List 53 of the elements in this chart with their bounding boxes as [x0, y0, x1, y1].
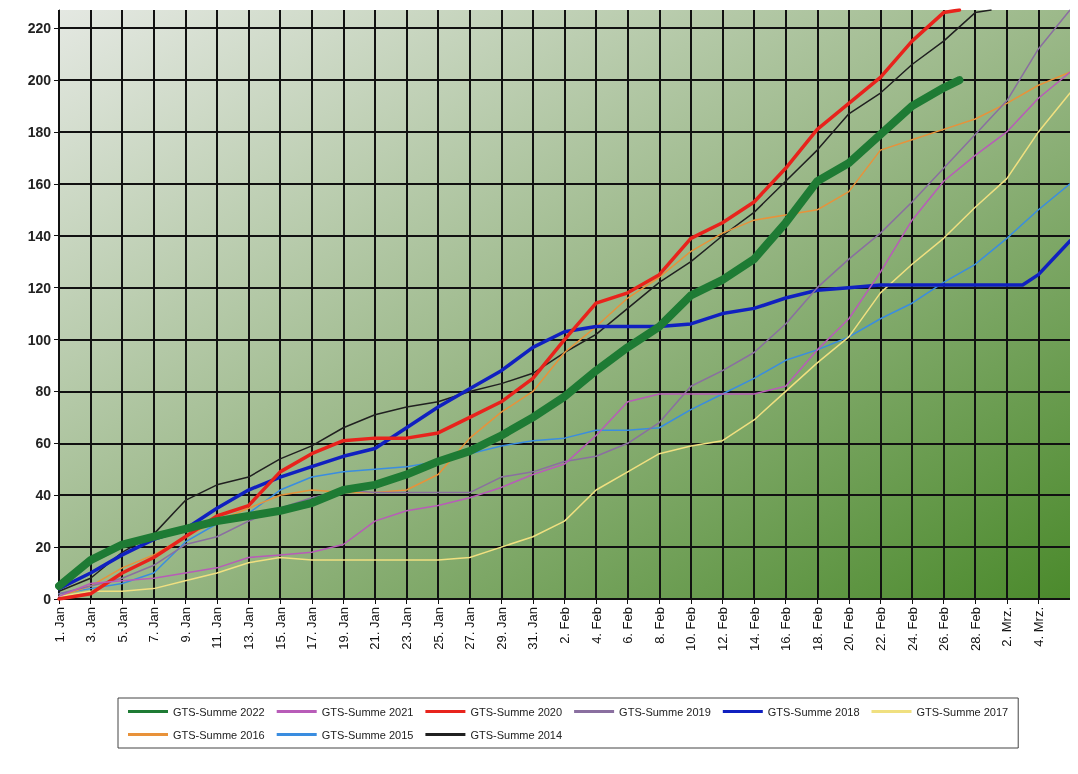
x-tick-label: 3. Jan [83, 607, 99, 643]
x-tick-label: 8. Feb [651, 607, 667, 644]
y-tick-label: 60 [35, 435, 52, 452]
x-tick-label: 23. Jan [399, 607, 415, 650]
x-tick-label: 4. Mrz. [1030, 607, 1046, 647]
x-tick-label: 10. Feb [683, 607, 699, 652]
y-tick-label: 160 [27, 175, 52, 192]
x-tick-label: 25. Jan [430, 607, 446, 650]
x-tick-label: 21. Jan [367, 607, 383, 650]
legend-label: GTS-Summe 2020 [470, 705, 563, 718]
y-tick-label: 220 [27, 20, 52, 37]
x-tick-label: 2. Feb [557, 607, 572, 644]
y-tick-label: 120 [27, 279, 52, 296]
x-tick-label: 22. Feb [872, 607, 888, 652]
x-tick-label: 2. Mrz. [999, 607, 1015, 647]
y-tick-label: 140 [27, 227, 52, 244]
x-tick-label: 18. Feb [809, 607, 825, 652]
x-tick-label: 27. Jan [462, 607, 478, 650]
y-tick-label: 80 [35, 383, 52, 400]
legend-label: GTS-Summe 2019 [619, 705, 711, 718]
x-tick-label: 31. Jan [525, 607, 541, 650]
x-tick-label: 29. Jan [493, 607, 509, 650]
x-tick-label: 28. Feb [967, 607, 983, 652]
legend-label: GTS-Summe 2021 [321, 705, 414, 718]
x-tick-label: 11. Jan [209, 607, 225, 649]
x-tick-label: 9. Jan [177, 607, 193, 643]
legend-label: GTS-Summe 2015 [321, 728, 414, 741]
x-tick-label: 4. Feb [588, 607, 604, 644]
x-tick-label: 19. Jan [335, 607, 351, 650]
y-tick-label: 200 [27, 72, 52, 89]
x-tick-label: 6. Feb [620, 607, 636, 644]
legend-label: GTS-Summe 2017 [916, 705, 1009, 718]
x-tick-label: 12. Feb [714, 607, 730, 652]
y-tick-label: 0 [43, 591, 52, 607]
y-tick-label: 100 [27, 331, 52, 348]
y-tick-label: 180 [27, 123, 52, 140]
x-tick-label: 13. Jan [241, 607, 257, 650]
x-tick-label: 14. Feb [746, 607, 762, 652]
x-tick-label: 5. Jan [114, 607, 130, 643]
legend-label: GTS-Summe 2016 [173, 728, 265, 741]
x-tick-label: 15. Jan [272, 607, 288, 650]
x-tick-label: 1. Jan [51, 607, 67, 643]
x-tick-label: 26. Feb [936, 607, 952, 652]
legend-label: GTS-Summe 2018 [767, 705, 860, 718]
y-tick-label: 40 [35, 487, 52, 504]
x-tick-label: 20. Feb [841, 607, 857, 652]
x-tick-label: 16. Feb [778, 607, 794, 652]
x-tick-label: 17. Jan [304, 607, 320, 650]
y-tick-label: 20 [35, 539, 52, 556]
legend-label: GTS-Summe 2022 [173, 705, 265, 718]
x-tick-label: 24. Feb [904, 607, 920, 652]
x-tick-label: 7. Jan [146, 607, 162, 643]
legend-label: GTS-Summe 2014 [470, 728, 563, 741]
